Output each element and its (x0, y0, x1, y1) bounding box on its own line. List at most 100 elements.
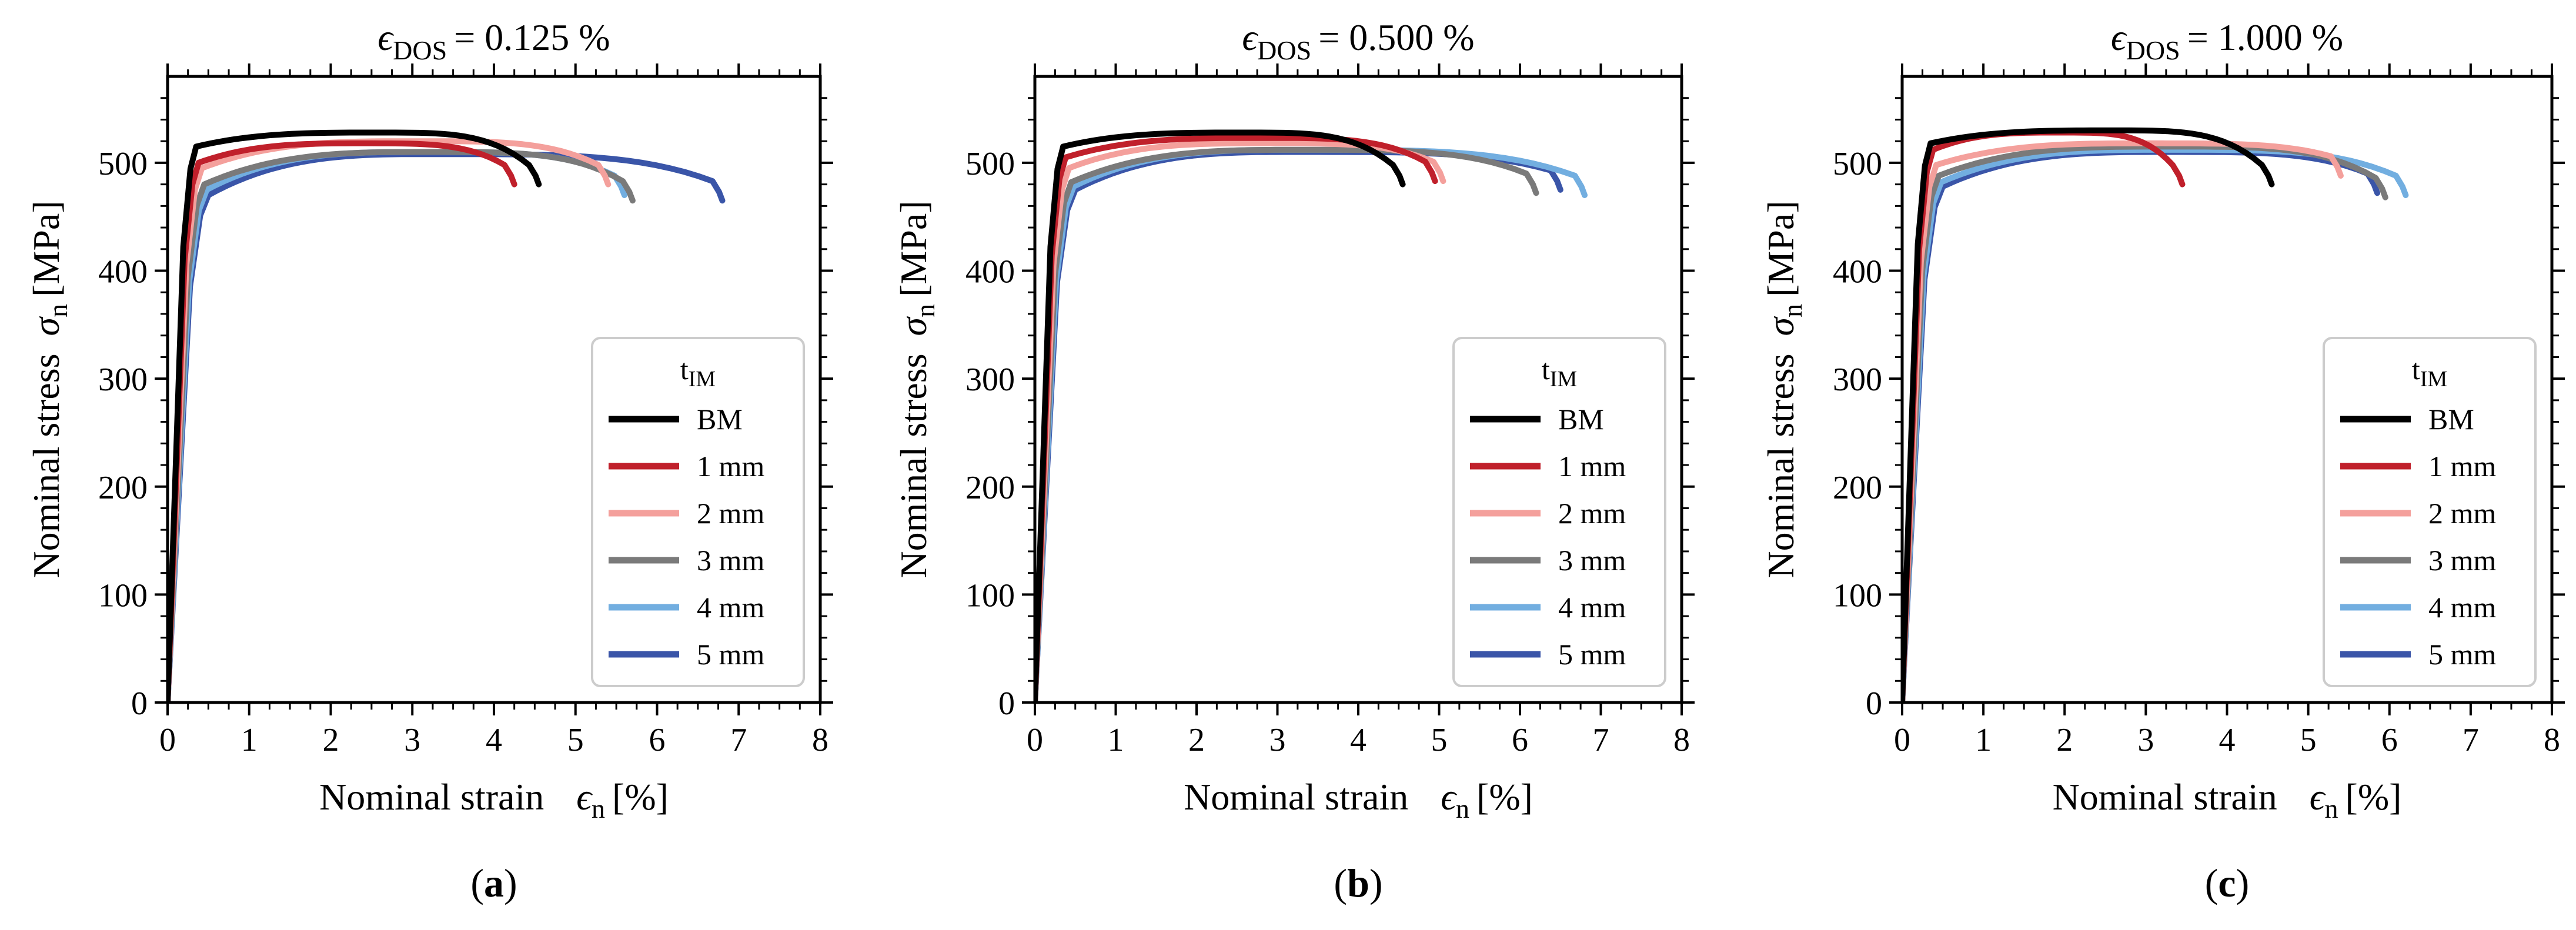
x-axis-symbol: ϵ (2310, 776, 2326, 818)
legend-frame (2323, 337, 2537, 687)
legend-label: 2 mm (1558, 497, 1626, 530)
caption-open: ( (1334, 861, 1347, 905)
legend: tIM BM 1 mm 2 mm 3 mm 4 mm 5 mm (1452, 337, 1666, 687)
series-line-4-mm (168, 149, 627, 702)
legend-label: BM (1558, 403, 1604, 436)
series-line-2-mm (1902, 140, 2344, 702)
series-group (168, 129, 726, 702)
y-tick-label: 200 (965, 470, 1015, 506)
legend-label: 3 mm (697, 544, 764, 577)
series-line-bm (168, 129, 542, 702)
series-group (1902, 127, 2409, 702)
x-tick-label: 7 (730, 722, 747, 758)
caption-letter: b (1347, 861, 1369, 905)
legend-label: 3 mm (1558, 544, 1626, 577)
y-tick-label: 500 (1833, 146, 1882, 182)
x-axis-unit: [%] (2346, 776, 2402, 818)
legend-title: tIM (2412, 353, 2447, 392)
x-tick-label: 0 (1027, 722, 1043, 758)
x-tick-label: 3 (1269, 722, 1286, 758)
x-tick-label: 3 (404, 722, 420, 758)
x-axis-unit: [%] (1476, 776, 1533, 818)
y-tick-label: 0 (998, 685, 1015, 722)
title-symbol: ϵ (377, 16, 394, 58)
title-value: = 1.000 % (2187, 16, 2343, 58)
legend-label: 2 mm (697, 497, 764, 530)
x-axis-label-text: Nominal strain (2053, 776, 2277, 818)
x-tick-label: 4 (2219, 722, 2236, 758)
x-tick-label: 8 (812, 722, 828, 758)
x-tick-label: 2 (323, 722, 339, 758)
caption-letter: c (2218, 861, 2236, 905)
x-tick-label: 2 (2056, 722, 2073, 758)
legend-label: BM (697, 403, 743, 436)
x-tick-label: 8 (2544, 722, 2560, 758)
y-axis-label: Nominal stress σn [MPa] (1760, 200, 1807, 578)
caption-open: ( (470, 861, 484, 905)
legend-label: 3 mm (2428, 544, 2496, 577)
panel-title: ϵDOS = 1.000 % (2111, 16, 2343, 65)
title-value: = 0.125 % (454, 16, 610, 58)
x-axis-label: Nominal strain ϵn [%] (1184, 776, 1533, 824)
series-line-3-mm (168, 149, 636, 702)
y-tick-label: 100 (1833, 577, 1882, 614)
y-tick-label: 300 (1833, 362, 1882, 398)
series-line-5-mm (1902, 149, 2380, 702)
y-tick-label: 100 (965, 577, 1015, 614)
legend: tIM BM 1 mm 2 mm 3 mm 4 mm 5 mm (591, 337, 805, 687)
legend-title: tIM (1542, 353, 1577, 392)
legend-title: tIM (680, 353, 716, 392)
caption-close: ) (1369, 861, 1383, 905)
caption-close: ) (2236, 861, 2250, 905)
x-tick-label: 4 (486, 722, 502, 758)
y-tick-label: 100 (98, 577, 148, 614)
x-tick-label: 5 (567, 722, 584, 758)
y-axis-unit: [MPa] (893, 200, 934, 297)
y-axis-symbol: σ (893, 316, 934, 336)
legend-title-main: t (1542, 353, 1550, 386)
legend-label: 4 mm (2428, 591, 2496, 624)
legend-title-main: t (680, 353, 689, 386)
x-axis-subscript: n (2325, 794, 2338, 824)
x-tick-label: 1 (1975, 722, 1992, 758)
x-axis-subscript: n (592, 794, 605, 824)
x-tick-label: 0 (159, 722, 176, 758)
panel-title: ϵDOS = 0.125 % (377, 16, 610, 65)
x-tick-label: 6 (649, 722, 666, 758)
legend-label: 1 mm (2428, 450, 2496, 483)
panel-caption: (b) (1334, 861, 1382, 905)
title-value: = 0.500 % (1318, 16, 1474, 58)
x-axis-label-text: Nominal strain (1184, 776, 1408, 818)
x-axis-symbol: ϵ (576, 776, 593, 818)
y-tick-label: 400 (965, 254, 1015, 290)
x-tick-label: 5 (1431, 722, 1448, 758)
caption-letter: a (484, 861, 504, 905)
x-tick-label: 6 (1512, 722, 1528, 758)
legend-label: BM (2428, 403, 2474, 436)
series-line-bm (1902, 127, 2275, 702)
y-tick-label: 0 (131, 685, 148, 722)
y-tick-label: 400 (1833, 254, 1882, 290)
y-tick-label: 500 (965, 146, 1015, 182)
x-tick-label: 5 (2300, 722, 2317, 758)
y-axis-unit: [MPa] (1760, 200, 1802, 297)
legend-label: 4 mm (697, 591, 764, 624)
y-tick-label: 300 (98, 362, 148, 398)
y-axis-label-text: Nominal stress (893, 353, 934, 578)
y-tick-label: 200 (98, 470, 148, 506)
caption-open: ( (2205, 861, 2218, 905)
legend-label: 1 mm (697, 450, 764, 483)
legend-title-subscript: IM (1550, 367, 1577, 392)
legend-label: 1 mm (1558, 450, 1626, 483)
x-axis-subscript: n (1456, 794, 1469, 824)
x-tick-label: 1 (241, 722, 258, 758)
y-axis-unit: [MPa] (25, 200, 67, 297)
x-axis-label: Nominal strain ϵn [%] (319, 776, 669, 824)
x-axis-unit: [%] (612, 776, 669, 818)
legend-frame (591, 337, 805, 687)
legend-label: 5 mm (1558, 638, 1626, 671)
series-line-1-mm (1035, 135, 1438, 702)
